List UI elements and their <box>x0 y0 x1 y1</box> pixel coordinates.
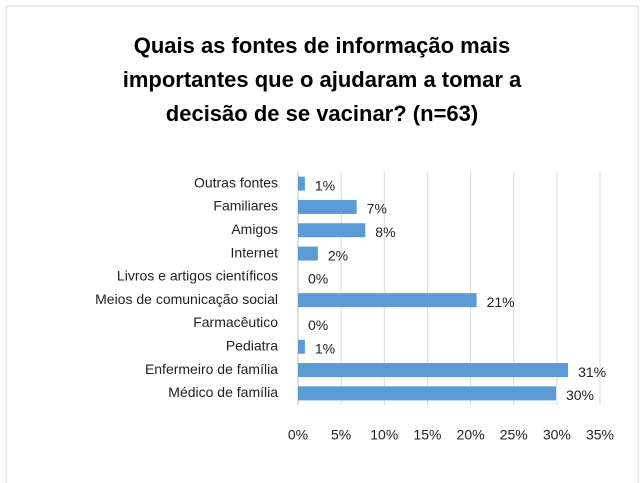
data-label: 30% <box>566 387 594 403</box>
y-tick-label: Médico de família <box>168 384 278 400</box>
bar <box>298 293 477 308</box>
chart-border <box>5 5 639 483</box>
x-tick-label: 30% <box>543 427 571 443</box>
data-label: 8% <box>375 224 395 240</box>
data-label: 0% <box>308 317 328 333</box>
data-label: 2% <box>328 247 348 263</box>
y-tick-label: Pediatra <box>226 337 278 353</box>
y-tick-label: Livros e artigos científicos <box>117 268 278 284</box>
y-tick-label: Meios de comunicação social <box>95 291 278 307</box>
bar <box>298 386 556 401</box>
data-label: 1% <box>315 340 335 356</box>
y-tick-label: Internet <box>231 244 279 260</box>
bar <box>298 223 366 238</box>
x-tick-label: 15% <box>413 427 441 443</box>
y-tick-label: Familiares <box>213 198 278 214</box>
x-tick-label: 35% <box>586 427 614 443</box>
data-label: 7% <box>367 201 387 217</box>
bar <box>298 176 305 191</box>
x-tick-label: 0% <box>288 427 308 443</box>
x-tick-label: 25% <box>500 427 528 443</box>
y-tick-label: Outras fontes <box>194 174 278 190</box>
bar <box>298 246 318 261</box>
x-tick-label: 20% <box>457 427 485 443</box>
data-label: 21% <box>487 294 515 310</box>
bar <box>298 363 569 378</box>
bar <box>298 339 305 354</box>
data-label: 31% <box>578 364 606 380</box>
y-tick-label: Enfermeiro de família <box>145 361 278 377</box>
y-tick-label: Farmacêutico <box>193 314 278 330</box>
data-label: 1% <box>315 177 335 193</box>
x-tick-label: 10% <box>370 427 398 443</box>
data-label: 0% <box>308 271 328 287</box>
bar <box>298 199 357 214</box>
y-tick-label: Amigos <box>231 221 278 237</box>
chart-title: Quais as fontes de informação mais impor… <box>122 33 522 126</box>
x-tick-label: 5% <box>331 427 351 443</box>
